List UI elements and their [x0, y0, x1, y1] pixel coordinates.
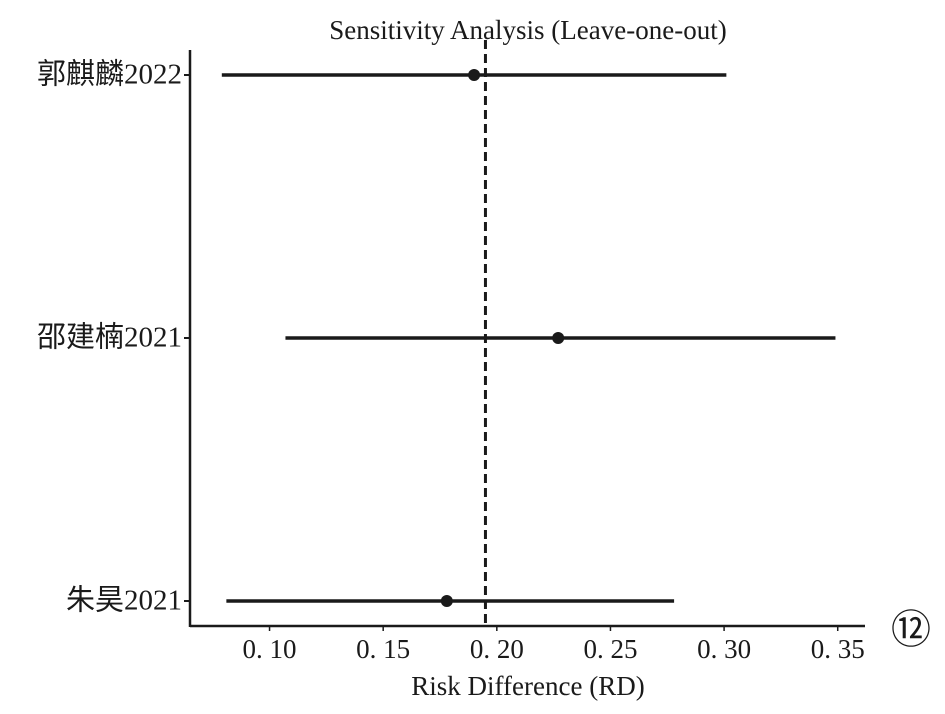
x-tick-label: 0. 10 — [243, 634, 297, 664]
y-tick-label: 郭麒麟2022 — [37, 58, 182, 91]
point-estimate — [552, 332, 565, 344]
x-tick-label: 0. 35 — [811, 634, 865, 664]
y-tick-label: 邵建楠2021 — [37, 321, 182, 354]
x-tick-label: 0. 15 — [356, 634, 410, 664]
chart-title: Sensitivity Analysis (Leave-one-out) — [329, 15, 726, 45]
figure-number: ⑫ — [891, 607, 931, 652]
x-tick-label: 0. 20 — [470, 634, 524, 664]
x-tick-label: 0. 30 — [697, 634, 751, 664]
x-axis-label: Risk Difference (RD) — [411, 671, 644, 701]
x-tick-label: 0. 25 — [583, 634, 637, 664]
y-tick-label: 朱昊2021 — [66, 584, 182, 617]
point-estimate — [468, 69, 481, 81]
point-estimate — [440, 595, 453, 607]
